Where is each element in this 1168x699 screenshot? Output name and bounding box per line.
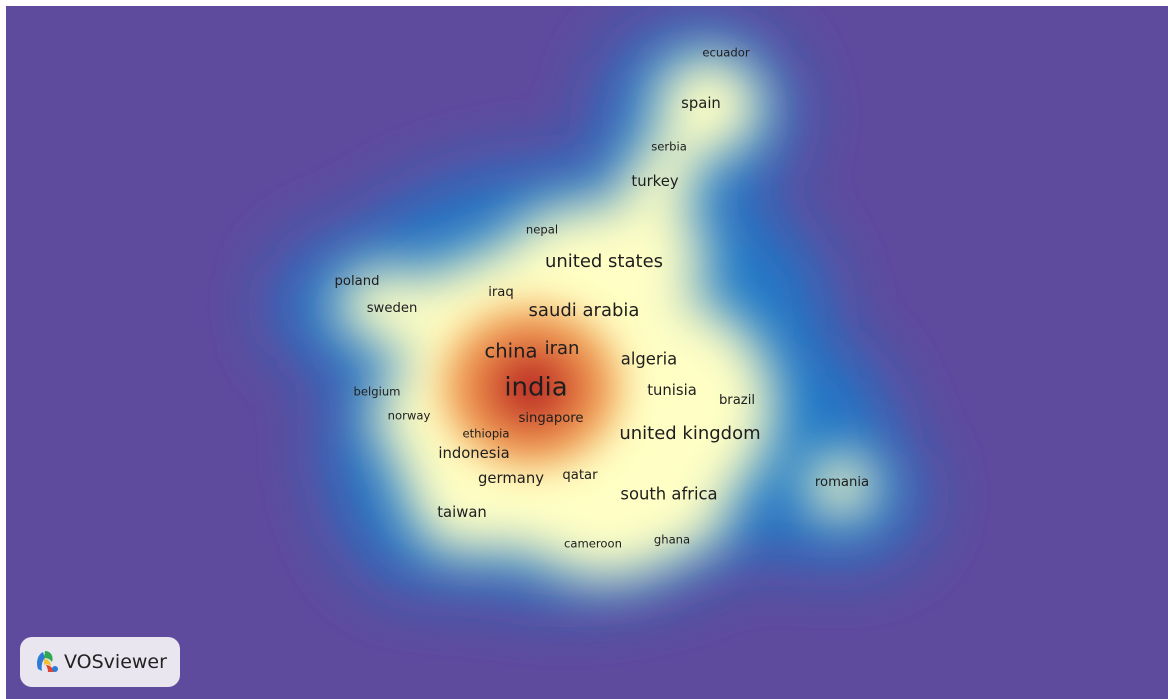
density-layer-red — [451, 316, 611, 460]
node-label-ethiopia[interactable]: ethiopia — [462, 427, 509, 441]
node-label-ecuador[interactable]: ecuador — [702, 46, 749, 60]
density-map-canvas: ecuador spain serbia turkey nepal united stat… — [6, 6, 1168, 699]
node-label-tunisia[interactable]: tunisia — [647, 382, 697, 399]
node-label-algeria[interactable]: algeria — [621, 350, 677, 369]
vosviewer-badge[interactable]: VOSviewer — [20, 637, 180, 687]
node-label-norway[interactable]: norway — [388, 409, 431, 423]
node-label-china[interactable]: china — [484, 340, 537, 363]
node-label-cameroon[interactable]: cameroon — [564, 537, 622, 551]
node-label-iran[interactable]: iran — [545, 338, 580, 359]
node-labels: ecuador spain serbia turkey nepal united stat… — [335, 46, 870, 551]
node-label-united-kingdom[interactable]: united kingdom — [619, 423, 760, 444]
node-label-indonesia[interactable]: indonesia — [438, 445, 509, 462]
node-label-qatar[interactable]: qatar — [562, 468, 598, 483]
node-label-south-africa[interactable]: south africa — [620, 485, 717, 504]
density-map: ecuador spain serbia turkey nepal united stat… — [6, 6, 1168, 699]
node-label-india[interactable]: india — [504, 373, 567, 403]
node-label-serbia[interactable]: serbia — [651, 140, 687, 154]
node-label-spain[interactable]: spain — [681, 95, 721, 112]
node-label-belgium[interactable]: belgium — [354, 385, 401, 399]
node-label-turkey[interactable]: turkey — [631, 173, 678, 190]
node-label-singapore[interactable]: singapore — [518, 411, 583, 426]
node-label-ghana[interactable]: ghana — [654, 533, 690, 547]
node-label-taiwan[interactable]: taiwan — [437, 504, 487, 521]
node-label-sweden[interactable]: sweden — [367, 301, 418, 316]
node-label-iraq[interactable]: iraq — [488, 285, 514, 300]
node-label-nepal[interactable]: nepal — [526, 223, 558, 237]
node-label-united-states[interactable]: united states — [545, 251, 663, 272]
vosviewer-badge-label: VOSviewer — [64, 651, 167, 673]
node-label-poland[interactable]: poland — [335, 274, 380, 289]
node-label-brazil[interactable]: brazil — [719, 393, 755, 408]
vosviewer-logo-icon — [37, 651, 58, 672]
node-label-germany[interactable]: germany — [478, 470, 544, 487]
node-label-romania[interactable]: romania — [815, 475, 869, 490]
node-label-saudi-arabia[interactable]: saudi arabia — [529, 300, 640, 321]
